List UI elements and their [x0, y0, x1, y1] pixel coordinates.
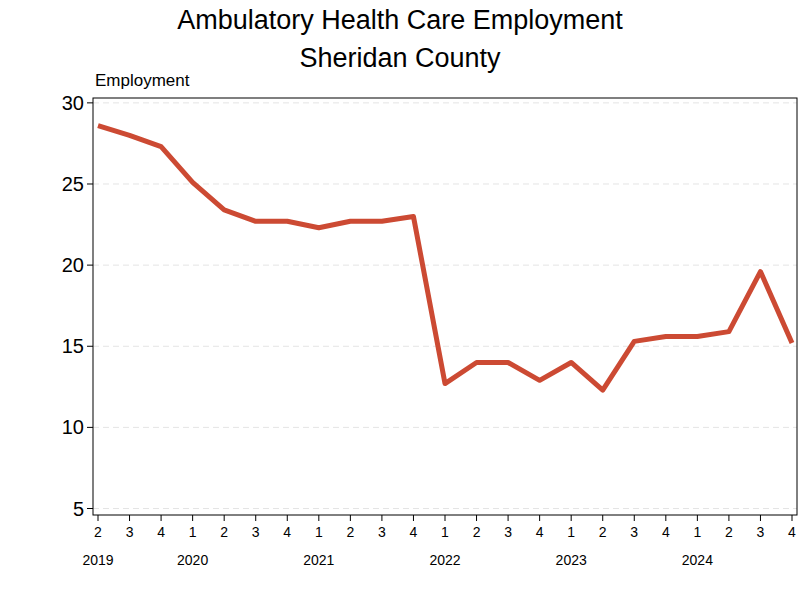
x-tick-label: 1	[567, 524, 575, 540]
x-tick	[192, 515, 193, 521]
x-tick	[665, 515, 666, 521]
x-tick-label: 3	[630, 524, 638, 540]
x-tick-label: 2	[220, 524, 228, 540]
chart: Ambulatory Health Care Employment Sherida…	[0, 0, 800, 600]
x-tick-label: 2	[94, 524, 102, 540]
grid-line	[93, 102, 797, 103]
x-tick	[318, 515, 319, 521]
x-tick	[381, 515, 382, 521]
x-tick-label: 4	[788, 524, 796, 540]
x-tick	[129, 515, 130, 521]
y-tick-label: 10	[62, 416, 84, 438]
y-tick	[87, 183, 93, 184]
x-tick	[476, 515, 477, 521]
x-tick	[287, 515, 288, 521]
x-tick-label: 1	[315, 524, 323, 540]
y-axis-label: Employment	[95, 71, 190, 90]
title: Ambulatory Health Care Employment	[177, 5, 623, 35]
y-tick-label: 30	[62, 92, 84, 114]
x-tick-label: 3	[378, 524, 386, 540]
grid-line	[93, 508, 797, 509]
year-label: 2022	[429, 552, 460, 568]
year-label: 2024	[682, 552, 713, 568]
x-tick-label: 1	[693, 524, 701, 540]
x-tick	[350, 515, 351, 521]
x-tick-label: 4	[157, 524, 165, 540]
y-tick	[87, 265, 93, 266]
year-label: 2019	[82, 552, 113, 568]
x-tick	[255, 515, 256, 521]
x-tick	[760, 515, 761, 521]
x-tick-label: 2	[725, 524, 733, 540]
x-tick-label: 1	[189, 524, 197, 540]
x-tick	[792, 515, 793, 521]
grid-line	[93, 265, 797, 266]
y-tick	[87, 508, 93, 509]
x-tick	[634, 515, 635, 521]
y-tick	[87, 346, 93, 347]
x-tick	[539, 515, 540, 521]
x-tick	[697, 515, 698, 521]
x-tick-label: 2	[346, 524, 354, 540]
x-tick-label: 3	[252, 524, 260, 540]
y-tick	[87, 427, 93, 428]
y-tick	[87, 102, 93, 103]
y-tick-label: 20	[62, 254, 84, 276]
x-tick	[413, 515, 414, 521]
year-label: 2021	[303, 552, 334, 568]
y-tick-label: 25	[62, 173, 84, 195]
x-tick-label: 1	[441, 524, 449, 540]
subtitle: Sheridan County	[299, 43, 501, 73]
grid-line	[93, 346, 797, 347]
x-tick-label: 4	[536, 524, 544, 540]
x-tick	[728, 515, 729, 521]
x-tick	[508, 515, 509, 521]
x-tick-label: 4	[410, 524, 418, 540]
x-tick	[602, 515, 603, 521]
x-tick-label: 4	[662, 524, 670, 540]
x-tick	[98, 515, 99, 521]
year-label: 2020	[177, 552, 208, 568]
plot-area	[98, 126, 792, 390]
x-tick-label: 3	[126, 524, 134, 540]
year-label: 2023	[556, 552, 587, 568]
y-tick-label: 15	[62, 335, 84, 357]
x-tick-label: 2	[599, 524, 607, 540]
x-tick-label: 4	[283, 524, 291, 540]
x-tick	[224, 515, 225, 521]
x-tick-label: 3	[757, 524, 765, 540]
y-tick-label: 5	[73, 498, 84, 520]
line	[98, 126, 792, 390]
x-tick	[161, 515, 162, 521]
x-tick	[571, 515, 572, 521]
grid-line	[93, 427, 797, 428]
x-tick	[445, 515, 446, 521]
x-tick-label: 2	[473, 524, 481, 540]
x-tick-label: 3	[504, 524, 512, 540]
plot-frame	[93, 98, 797, 515]
